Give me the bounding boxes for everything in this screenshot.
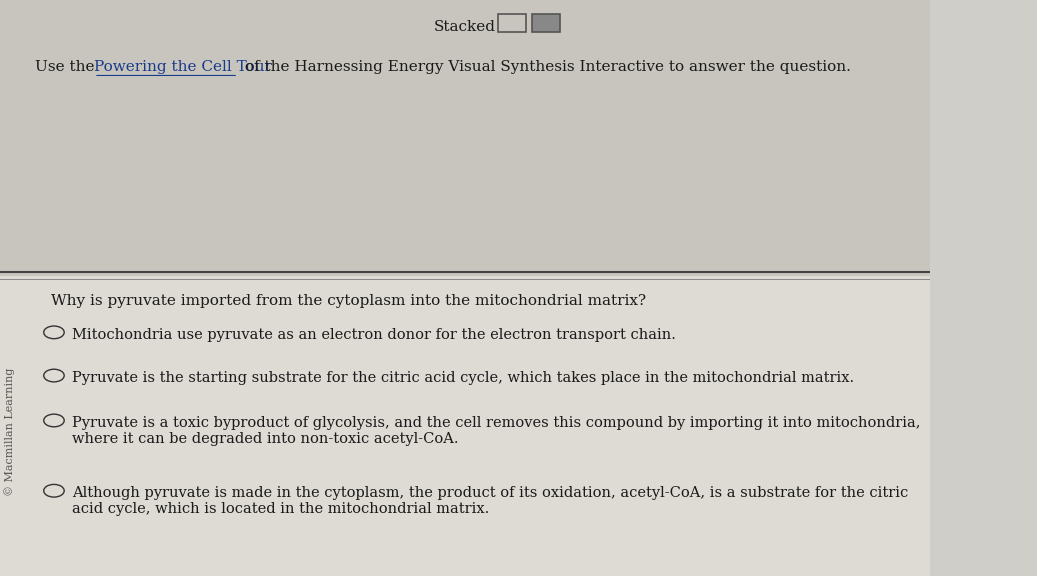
Text: Pyruvate is a toxic byproduct of glycolysis, and the cell removes this compound : Pyruvate is a toxic byproduct of glycoly… xyxy=(72,416,920,446)
Text: © Macmillan Learning: © Macmillan Learning xyxy=(4,368,15,496)
FancyBboxPatch shape xyxy=(0,276,930,576)
FancyBboxPatch shape xyxy=(532,14,560,32)
Text: of the Harnessing Energy Visual Synthesis Interactive to answer the question.: of the Harnessing Energy Visual Synthesi… xyxy=(240,60,851,74)
Text: Powering the Cell Tour: Powering the Cell Tour xyxy=(94,60,272,74)
FancyBboxPatch shape xyxy=(0,0,930,276)
Text: Why is pyruvate imported from the cytoplasm into the mitochondrial matrix?: Why is pyruvate imported from the cytopl… xyxy=(51,294,646,308)
FancyBboxPatch shape xyxy=(498,14,526,32)
Text: Pyruvate is the starting substrate for the citric acid cycle, which takes place : Pyruvate is the starting substrate for t… xyxy=(72,371,853,385)
Text: Stacked: Stacked xyxy=(435,20,496,34)
Text: Use the: Use the xyxy=(35,60,100,74)
Text: Mitochondria use pyruvate as an electron donor for the electron transport chain.: Mitochondria use pyruvate as an electron… xyxy=(72,328,675,342)
Text: Although pyruvate is made in the cytoplasm, the product of its oxidation, acetyl: Although pyruvate is made in the cytopla… xyxy=(72,486,907,516)
